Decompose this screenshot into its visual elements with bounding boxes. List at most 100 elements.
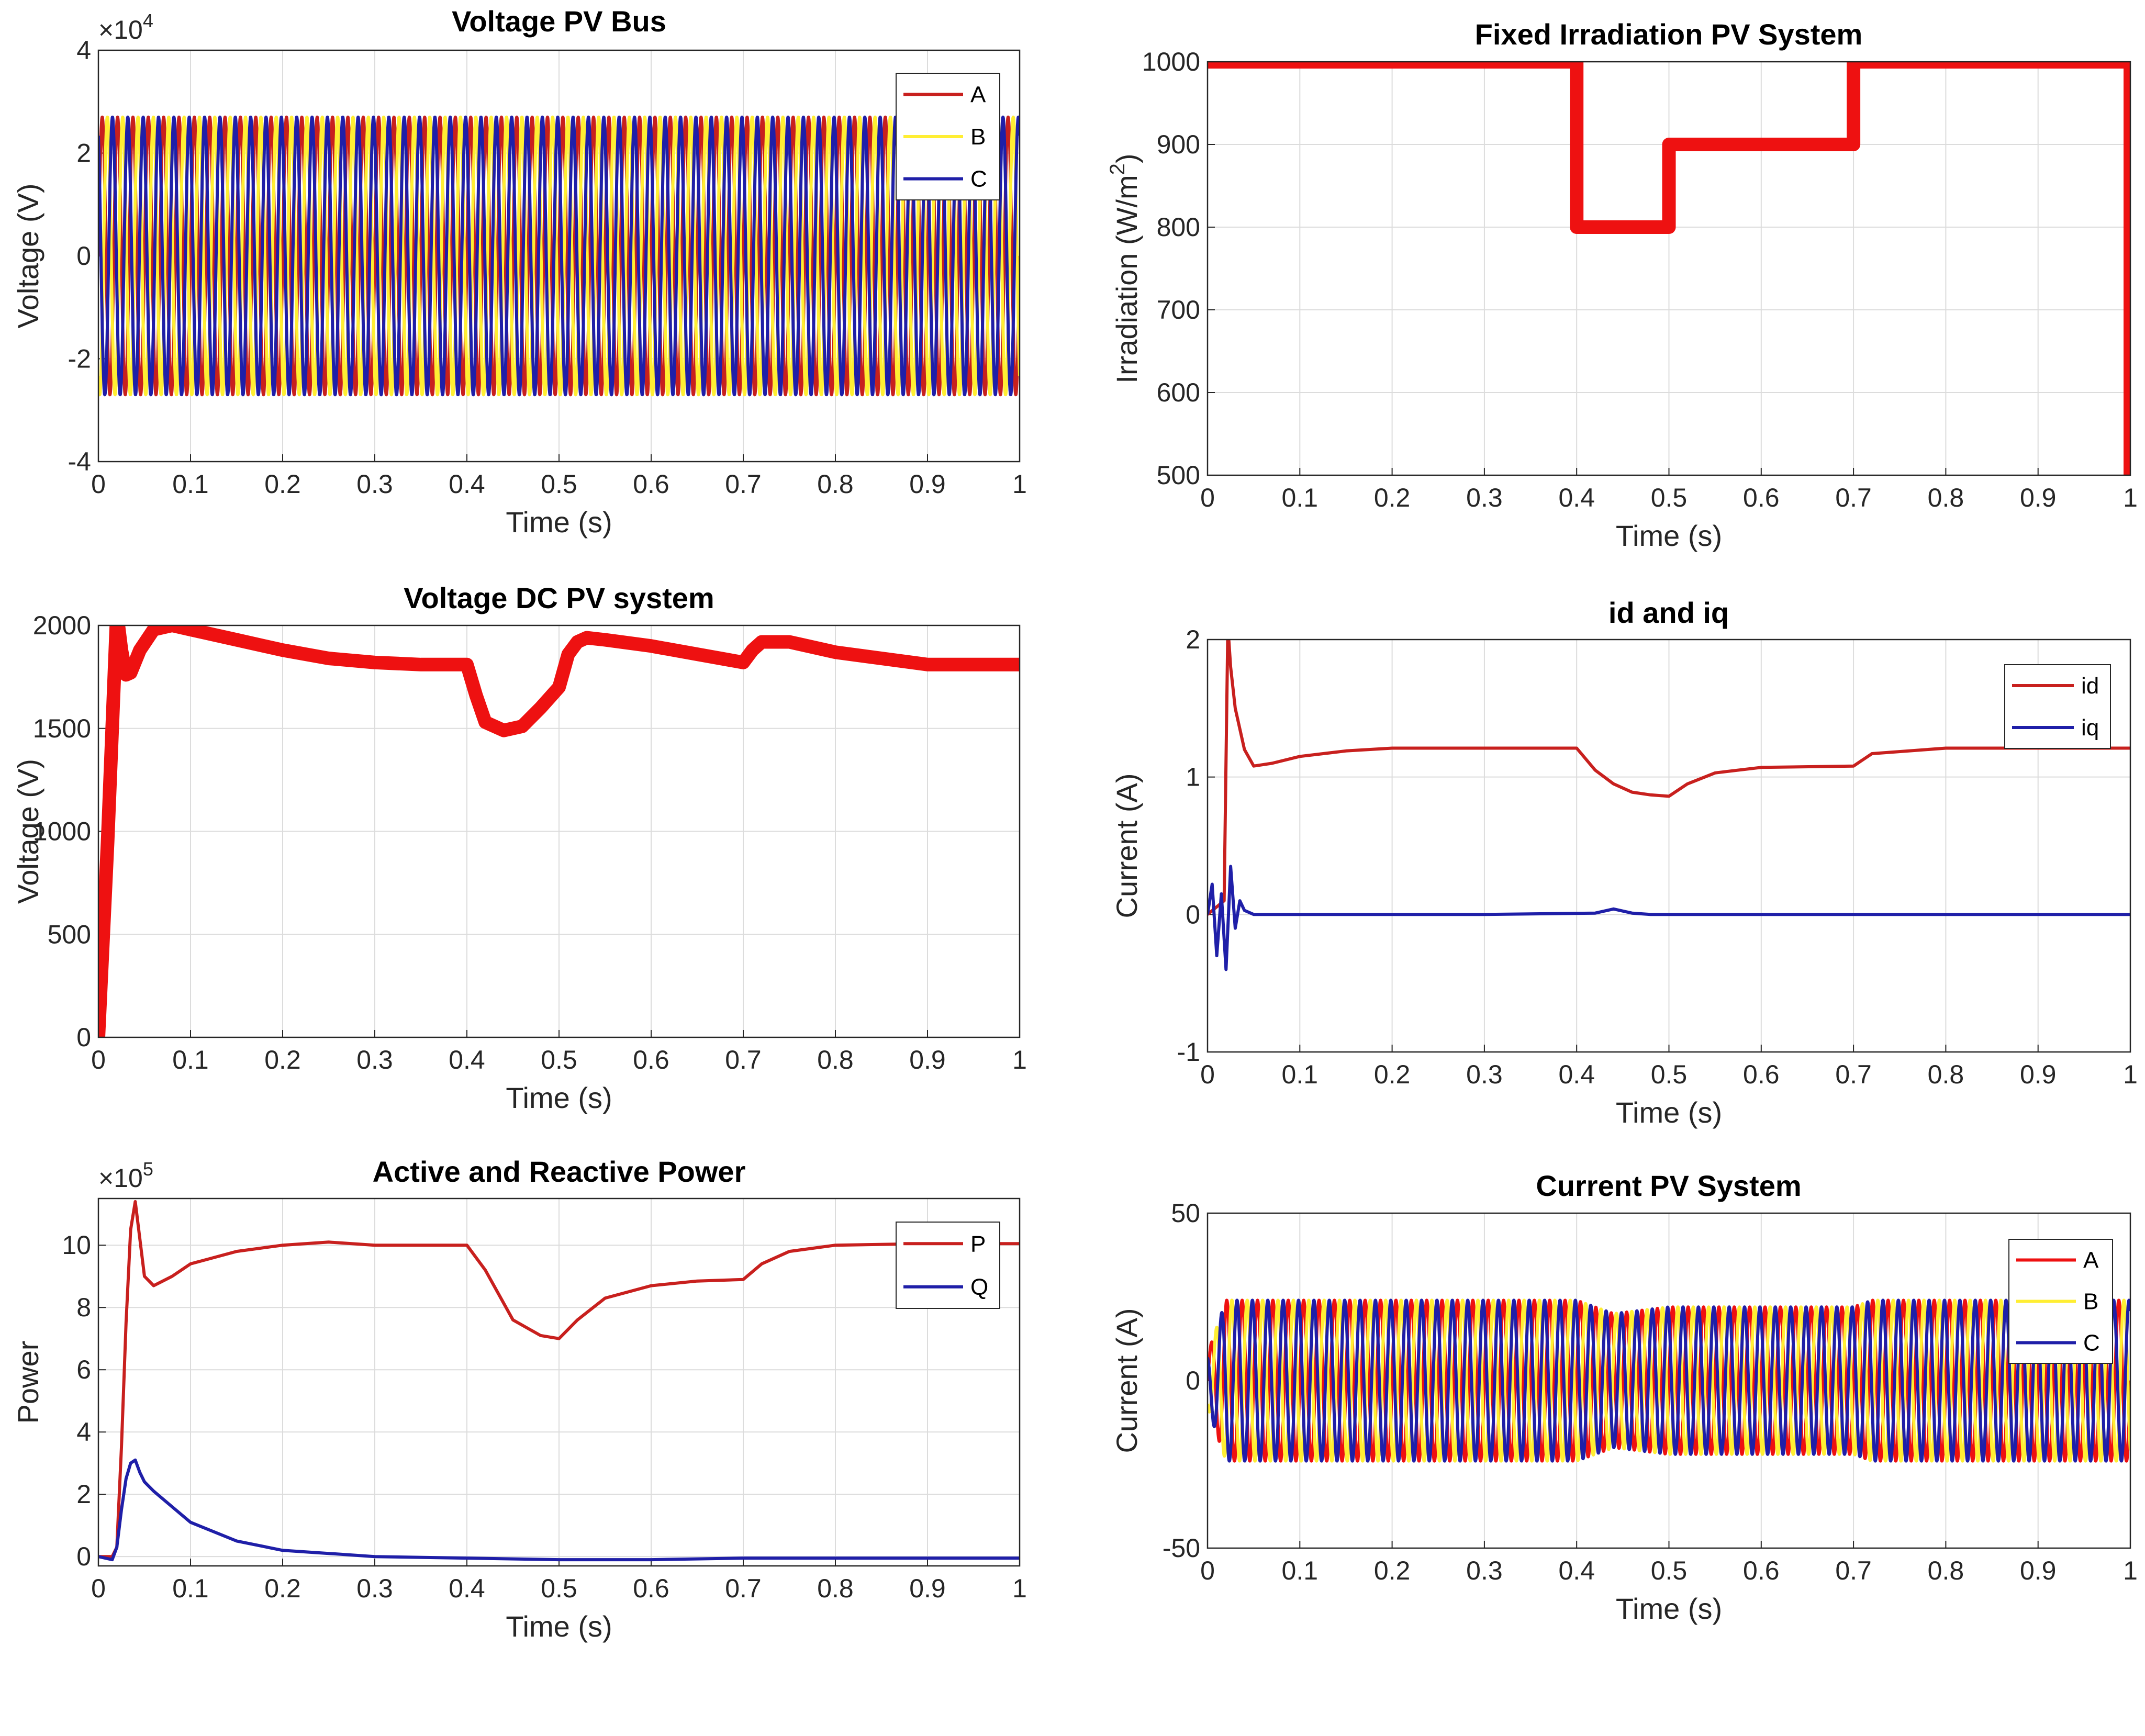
x-tick-label: 0.5 (1651, 1060, 1688, 1089)
x-tick-label: 1 (2123, 483, 2138, 512)
chart-voltage-pv-bus: Voltage PV Bus 0 0.1 0.2 0.3 0.4 0.5 0.6 0.7 0.8… (12, 5, 1027, 539)
x-tick-label: 0.3 (356, 469, 393, 499)
series-line-id (1208, 640, 2130, 916)
chart-fixed-irradiation: Fixed Irradiation PV System 0 0.1 0.2 0.3 0.… (1106, 18, 2138, 552)
y-tick-label: -1 (1177, 1037, 1200, 1067)
legend-label: C (970, 166, 987, 192)
y-tick-label: 500 (1157, 461, 1200, 490)
x-tick-label: 1 (2123, 1556, 2138, 1585)
x-tick-label: 0.5 (541, 1574, 577, 1603)
x-tick-label: 0.9 (2020, 483, 2057, 512)
x-axis-label: Time (s) (506, 1610, 612, 1643)
x-tick-label: 0.1 (1282, 483, 1319, 512)
series-line-b (1208, 1298, 2130, 1463)
legend-label: P (970, 1231, 986, 1257)
legend-label: Q (970, 1274, 988, 1300)
y-tick-label: 500 (48, 920, 91, 949)
y-tick-label: 600 (1157, 378, 1200, 407)
y-tick-label: 800 (1157, 212, 1200, 242)
x-tick-label: 0 (1200, 1060, 1215, 1089)
series-line-c (1208, 1298, 2130, 1463)
y-tick-label: -50 (1163, 1533, 1200, 1563)
y-tick-label: 50 (1171, 1199, 1200, 1228)
y-tick-label: 10 (62, 1230, 91, 1260)
y-tick-label: 2 (76, 1480, 91, 1509)
series-line-c (98, 115, 1020, 397)
x-tick-label: 0.8 (817, 1574, 854, 1603)
series-line-iq (1208, 865, 2130, 971)
x-tick-label: 0.7 (725, 1574, 762, 1603)
x-tick-label: 0.5 (1651, 483, 1688, 512)
chart-title: Voltage PV Bus (452, 5, 666, 38)
x-tick-label: 0.9 (2020, 1060, 2057, 1089)
x-tick-label: 0.3 (1466, 483, 1503, 512)
x-tick-label: 0.1 (172, 1045, 209, 1074)
x-tick-label: 0.2 (1374, 483, 1411, 512)
x-tick-label: 0.4 (449, 469, 485, 499)
x-tick-label: 0.5 (1651, 1556, 1688, 1585)
x-tick-label: 0.9 (909, 1045, 946, 1074)
legend-label: B (970, 124, 986, 150)
x-tick-label: 0.7 (725, 469, 762, 499)
legend-box (2004, 664, 2111, 749)
axes-frame (97, 1197, 1021, 1567)
series-line-p (98, 1200, 1020, 1559)
chart-current-pv-system: Current PV System 0 0.1 0.2 0.3 0.4 0.5 0.6 0.7… (1110, 1169, 2138, 1625)
y-tick-label: 0 (76, 241, 91, 271)
x-tick-label: 0.9 (2020, 1556, 2057, 1585)
y-tick-label: 2 (1186, 625, 1200, 654)
legend-label: C (2083, 1330, 2100, 1356)
x-tick-label: 0 (1200, 483, 1215, 512)
y-tick-label: 4 (76, 1417, 91, 1447)
x-tick-label: 0.2 (1374, 1556, 1411, 1585)
x-tick-label: 0.4 (1558, 1556, 1595, 1585)
chart-title: Voltage DC PV system (404, 581, 714, 614)
x-tick-label: 0.9 (909, 469, 946, 499)
y-tick-label: -2 (68, 344, 91, 374)
series-line-b (98, 115, 1020, 397)
x-tick-label: 0.2 (1374, 1060, 1411, 1089)
y-tick-label: 900 (1157, 130, 1200, 159)
x-tick-label: 0.7 (1835, 1060, 1872, 1089)
x-tick-label: 0.2 (264, 1574, 301, 1603)
y-tick-label: 8 (76, 1293, 91, 1322)
x-tick-label: 0 (1200, 1556, 1215, 1585)
y-axis-label: Voltage (V) (12, 183, 44, 328)
x-tick-label: 0.6 (633, 469, 669, 499)
x-tick-label: 0.9 (909, 1574, 946, 1603)
y-axis-label: Current (A) (1110, 774, 1143, 919)
x-axis-label: Time (s) (506, 1081, 612, 1114)
y-axis-label: Irradiation (W/m2) (1106, 153, 1143, 383)
y-exponent-label: ×104 (98, 10, 153, 44)
y-tick-label: 700 (1157, 295, 1200, 324)
legend-box (896, 1222, 1000, 1309)
x-axis-label: Time (s) (1616, 519, 1722, 552)
x-tick-label: 0.8 (817, 1045, 854, 1074)
x-tick-label: 0.3 (356, 1574, 393, 1603)
y-tick-label: 1 (1186, 763, 1200, 792)
x-tick-label: 0.8 (1928, 483, 1964, 512)
x-tick-label: 0.6 (1743, 483, 1780, 512)
y-tick-label: 6 (76, 1355, 91, 1384)
series-line-q (98, 1458, 1020, 1562)
x-tick-label: 0.5 (541, 1045, 577, 1074)
x-tick-label: 1 (1012, 469, 1027, 499)
y-tick-label: 1500 (33, 714, 91, 743)
x-tick-label: 0.6 (633, 1574, 669, 1603)
axes-frame (1206, 1212, 2131, 1549)
x-tick-label: 0.4 (1558, 1060, 1595, 1089)
x-tick-label: 0.6 (633, 1045, 669, 1074)
series-line-a (98, 115, 1020, 397)
x-tick-label: 0.1 (172, 469, 209, 499)
x-tick-label: 0.8 (817, 469, 854, 499)
axes-frame (97, 624, 1021, 1038)
chart-title: Current PV System (1536, 1169, 1801, 1202)
x-tick-label: 0.1 (1282, 1556, 1319, 1585)
y-tick-label: 4 (76, 36, 91, 65)
y-axis-label: Power (12, 1341, 44, 1424)
x-tick-label: 0 (91, 1574, 106, 1603)
y-tick-label: -4 (68, 447, 91, 476)
x-tick-label: 0.4 (1558, 483, 1595, 512)
x-tick-label: 0.7 (1835, 483, 1872, 512)
